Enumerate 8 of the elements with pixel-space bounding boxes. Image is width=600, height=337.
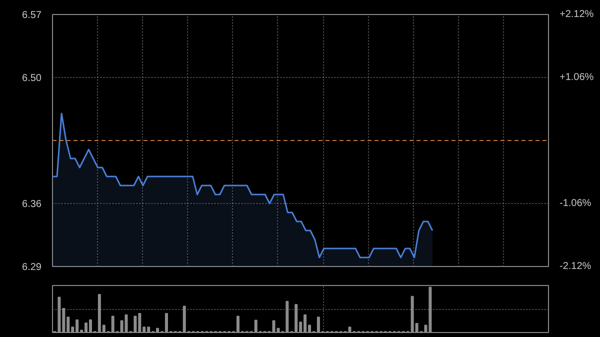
y-tick-label: 6.57 (22, 10, 42, 21)
y-tick-label: 6.50 (22, 73, 42, 84)
y2-tick-label: +1.06% (560, 72, 594, 83)
y2-tick-label: -1.06% (560, 198, 592, 209)
y-tick-label: 6.29 (22, 262, 42, 273)
y2-tick-label: -2.12% (560, 261, 592, 272)
y-tick-label: 6.36 (22, 199, 42, 210)
y2-tick-label: +2.12% (560, 9, 594, 20)
